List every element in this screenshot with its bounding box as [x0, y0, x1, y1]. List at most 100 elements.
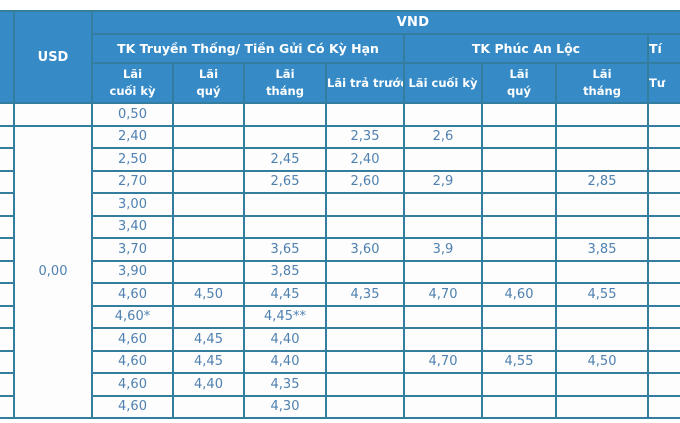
rate-cell — [555, 372, 649, 397]
rate-cell — [172, 102, 245, 127]
rate-cell — [646, 214, 680, 239]
rate-cell — [172, 169, 245, 194]
rate-cell: 2,70 — [91, 169, 174, 194]
table-row: 4,60 4,50 4,45 4,35 4,70 4,60 4,55 — [0, 282, 680, 307]
rate-cell — [555, 147, 649, 172]
table-row: 0,50 — [0, 102, 680, 127]
term-cell — [0, 124, 15, 149]
rate-cell — [646, 169, 680, 194]
rate-cell — [481, 259, 557, 284]
interest-rate-table: USD VND TK Truyền Thống/ Tiền Gửi Có Kỳ … — [0, 10, 680, 419]
rate-cell: 2,45 — [243, 147, 327, 172]
rate-cell: 3,60 — [325, 237, 405, 262]
table-row: 0,00 2,40 2,35 2,6 — [0, 124, 680, 419]
table-row: 4,60 4,45 4,40 4,70 4,55 4,50 — [0, 349, 680, 374]
rate-cell: 2,60 — [325, 169, 405, 194]
rate-cell — [172, 304, 245, 329]
rate-cell: 4,60 — [91, 349, 174, 374]
rate-cell: 4,40 — [172, 372, 245, 397]
rate-cell: 2,9 — [403, 169, 483, 194]
table-row: 4,60 4,40 4,35 — [0, 372, 680, 397]
term-cell — [0, 169, 15, 194]
rate-cell: 2,40 — [91, 124, 174, 149]
term-cell — [0, 259, 15, 284]
rate-cell — [555, 102, 649, 127]
term-cell — [0, 304, 15, 329]
rate-cell: 3,00 — [91, 192, 174, 217]
rate-cell: 4,45 — [172, 349, 245, 374]
rate-cell — [646, 349, 680, 374]
rate-cell: 4,40 — [243, 349, 327, 374]
rate-cell — [481, 192, 557, 217]
rate-cell — [403, 147, 483, 172]
usd-empty-cell — [13, 102, 93, 127]
rate-cell — [481, 237, 557, 262]
table-row: 3,00 — [0, 192, 680, 217]
term-cell — [0, 349, 15, 374]
table-row: 3,90 3,85 — [0, 259, 680, 284]
term-cell — [0, 394, 15, 419]
rate-cell: 2,6 — [403, 124, 483, 149]
rate-cell — [403, 394, 483, 419]
rate-cell: 3,40 — [91, 214, 174, 239]
rate-cell — [481, 304, 557, 329]
rate-cell: 3,85 — [555, 237, 649, 262]
rate-cell — [403, 372, 483, 397]
subheader-pal-end-of-term: Lãi cuối kỳ — [403, 62, 483, 104]
currency-header-row: USD VND — [0, 10, 680, 104]
rate-cell: 4,40 — [243, 327, 327, 352]
rate-cell — [481, 147, 557, 172]
header-vnd: VND — [90, 10, 680, 35]
term-cell — [0, 282, 15, 307]
rate-cell — [243, 102, 327, 127]
header-usd: USD — [13, 10, 93, 104]
rate-cell: 2,65 — [243, 169, 327, 194]
rate-cell — [243, 192, 327, 217]
table-row: 4,60 4,45 4,40 — [0, 327, 680, 352]
rate-cell: 3,9 — [403, 237, 483, 262]
table-row: 2,70 2,65 2,60 2,9 2,85 — [0, 169, 680, 194]
rate-cell — [403, 102, 483, 127]
rate-cell — [325, 394, 405, 419]
rate-cell: 4,35 — [243, 372, 327, 397]
rate-cell — [172, 147, 245, 172]
table-row: 3,40 — [0, 214, 680, 239]
rate-cell — [646, 327, 680, 352]
subheader-quarterly: Lãi quý — [172, 62, 245, 104]
rate-cell — [481, 124, 557, 149]
rate-cell — [172, 192, 245, 217]
rate-cell: 4,45** — [243, 304, 327, 329]
rate-cell — [646, 304, 680, 329]
subheader-monthly: Lãi tháng — [243, 62, 327, 104]
rate-cell — [646, 394, 680, 419]
rate-cell: 3,65 — [243, 237, 327, 262]
rate-cell: 4,60 — [481, 282, 557, 307]
rate-cell: 3,85 — [243, 259, 327, 284]
rate-cell: 4,60 — [91, 394, 174, 419]
table-row: 3,70 3,65 3,60 3,9 3,85 — [0, 237, 680, 262]
subheader-pal-quarterly: Lãi quý — [481, 62, 557, 104]
rate-cell — [325, 372, 405, 397]
rate-cell: 3,70 — [91, 237, 174, 262]
rate-cell — [555, 394, 649, 419]
table-body: 0,50 0,00 2,40 2,35 2,6 — [0, 102, 680, 419]
rate-cell: 4,70 — [403, 349, 483, 374]
rate-cell — [172, 394, 245, 419]
rate-cell: 2,35 — [325, 124, 405, 149]
rate-cell: 3,90 — [91, 259, 174, 284]
rate-cell — [646, 147, 680, 172]
rate-cell — [243, 214, 327, 239]
term-cell — [0, 102, 15, 127]
table-row: 4,60* 4,45** — [0, 304, 680, 329]
rate-cell: 4,50 — [555, 349, 649, 374]
rate-cell: 4,45 — [172, 327, 245, 352]
term-cell — [0, 372, 15, 397]
rate-cell: 0,50 — [91, 102, 174, 127]
subheader-prepaid: Lãi trả trước — [325, 62, 405, 104]
rate-cell — [481, 372, 557, 397]
usd-rate-cell: 0,00 — [13, 124, 93, 419]
rate-cell: 4,60* — [91, 304, 174, 329]
rate-cell: 4,35 — [325, 282, 405, 307]
rate-cell — [555, 259, 649, 284]
rate-cell — [325, 304, 405, 329]
